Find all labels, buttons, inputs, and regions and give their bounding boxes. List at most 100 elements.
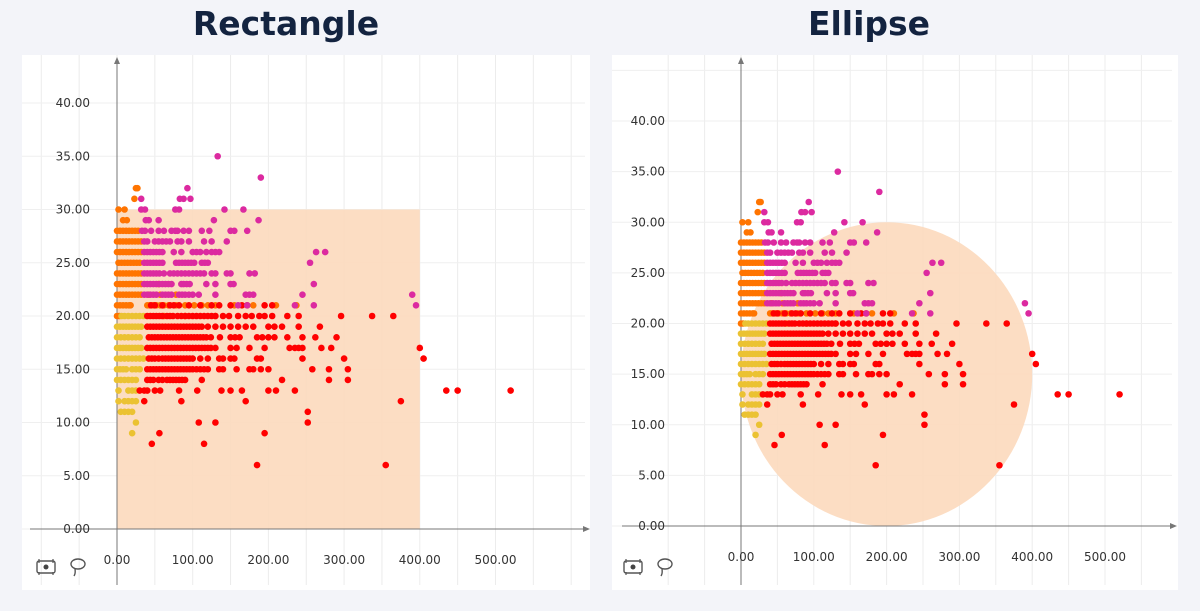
data-point <box>115 397 122 405</box>
data-point <box>797 391 804 398</box>
data-point <box>180 195 187 203</box>
data-point <box>204 355 212 362</box>
data-point <box>261 312 268 320</box>
data-point <box>889 330 896 337</box>
data-point <box>189 291 196 298</box>
data-point <box>872 340 879 348</box>
data-point <box>836 340 844 348</box>
data-point <box>257 355 265 362</box>
data-point <box>299 344 306 352</box>
data-point <box>175 206 183 213</box>
data-point <box>210 216 218 224</box>
data-point <box>200 270 208 277</box>
data-point <box>181 376 189 384</box>
data-point <box>816 299 823 307</box>
data-point <box>227 334 234 341</box>
data-point <box>159 259 166 267</box>
x-tick-label: 300.00 <box>323 553 365 567</box>
data-point <box>795 239 803 246</box>
data-point <box>187 195 194 203</box>
data-point <box>865 350 872 358</box>
data-point <box>185 302 193 309</box>
data-point <box>408 291 416 298</box>
data-point <box>271 323 278 330</box>
data-point <box>132 376 140 384</box>
data-point <box>876 370 883 378</box>
data-point <box>862 310 870 317</box>
data-point <box>200 440 208 448</box>
data-point <box>340 355 348 362</box>
data-point <box>233 344 240 352</box>
data-point <box>128 408 136 416</box>
data-point <box>770 239 778 246</box>
data-point <box>227 270 234 277</box>
data-point <box>185 227 193 235</box>
y-tick-label: 20.00 <box>631 317 665 331</box>
data-point <box>420 355 427 362</box>
scatter-plot-ellipse[interactable]: 0.00 5.00 10.00 15.00 20.00 25.00 30.00 35.00 40… <box>612 55 1178 590</box>
data-point <box>775 299 783 307</box>
selection-tool-icon[interactable] <box>621 555 645 579</box>
data-point <box>234 312 242 320</box>
data-point <box>779 391 786 398</box>
data-point <box>832 350 839 358</box>
data-point <box>137 195 145 203</box>
data-point <box>921 421 928 429</box>
data-point <box>937 259 945 267</box>
data-point <box>160 270 168 277</box>
lasso-icon[interactable] <box>66 555 90 579</box>
lasso-icon[interactable] <box>653 555 677 579</box>
data-point <box>206 227 213 235</box>
y-tick-label: 10.00 <box>631 418 665 432</box>
chart-panel-ellipse[interactable]: 0.00 5.00 10.00 15.00 20.00 25.00 30.00 35.00 40… <box>612 55 1178 590</box>
data-point <box>344 365 352 373</box>
data-point <box>196 355 204 362</box>
data-point <box>843 249 850 256</box>
y-tick-label: 5.00 <box>63 469 90 483</box>
data-point <box>242 323 249 330</box>
data-point <box>253 461 261 469</box>
data-point <box>147 227 155 235</box>
data-point <box>295 323 302 330</box>
data-point <box>143 387 151 394</box>
scatter-plot-rectangle[interactable]: 0.00 5.00 10.00 15.00 20.00 25.00 30.00 35.00 40… <box>22 55 590 590</box>
y-tick-label: 30.00 <box>631 215 665 229</box>
data-point <box>839 370 847 378</box>
data-point <box>797 218 804 226</box>
data-point <box>261 302 268 309</box>
x-tick-label: 0.00 <box>104 553 131 567</box>
data-point <box>825 360 832 368</box>
data-point <box>926 289 934 297</box>
x-tick-label: 0.00 <box>728 550 755 564</box>
data-point <box>903 350 911 358</box>
data-point <box>849 289 857 297</box>
data-point <box>344 376 352 384</box>
data-point <box>781 259 788 267</box>
data-point <box>140 397 148 405</box>
data-point <box>227 323 234 330</box>
data-point <box>333 334 340 341</box>
data-point <box>764 239 772 246</box>
data-point <box>240 206 247 213</box>
data-point <box>299 334 306 341</box>
data-point <box>870 279 877 287</box>
data-point <box>759 370 767 378</box>
data-point <box>1054 391 1061 398</box>
data-point <box>834 168 842 175</box>
data-point <box>941 370 949 378</box>
data-point <box>207 334 215 341</box>
data-point <box>1021 299 1029 307</box>
data-point <box>137 323 145 330</box>
chart-panel-rectangle[interactable]: 0.00 5.00 10.00 15.00 20.00 25.00 30.00 35.00 40… <box>22 55 590 590</box>
selection-tool-icon[interactable] <box>34 555 58 579</box>
data-point <box>861 320 869 327</box>
data-point <box>221 206 228 213</box>
data-point <box>821 279 829 287</box>
data-point <box>819 239 826 246</box>
chart-title-rectangle: Rectangle <box>192 4 380 43</box>
data-point <box>234 302 242 309</box>
data-point <box>752 411 759 418</box>
data-point <box>212 323 219 330</box>
data-point <box>155 216 162 224</box>
data-point <box>832 289 839 297</box>
